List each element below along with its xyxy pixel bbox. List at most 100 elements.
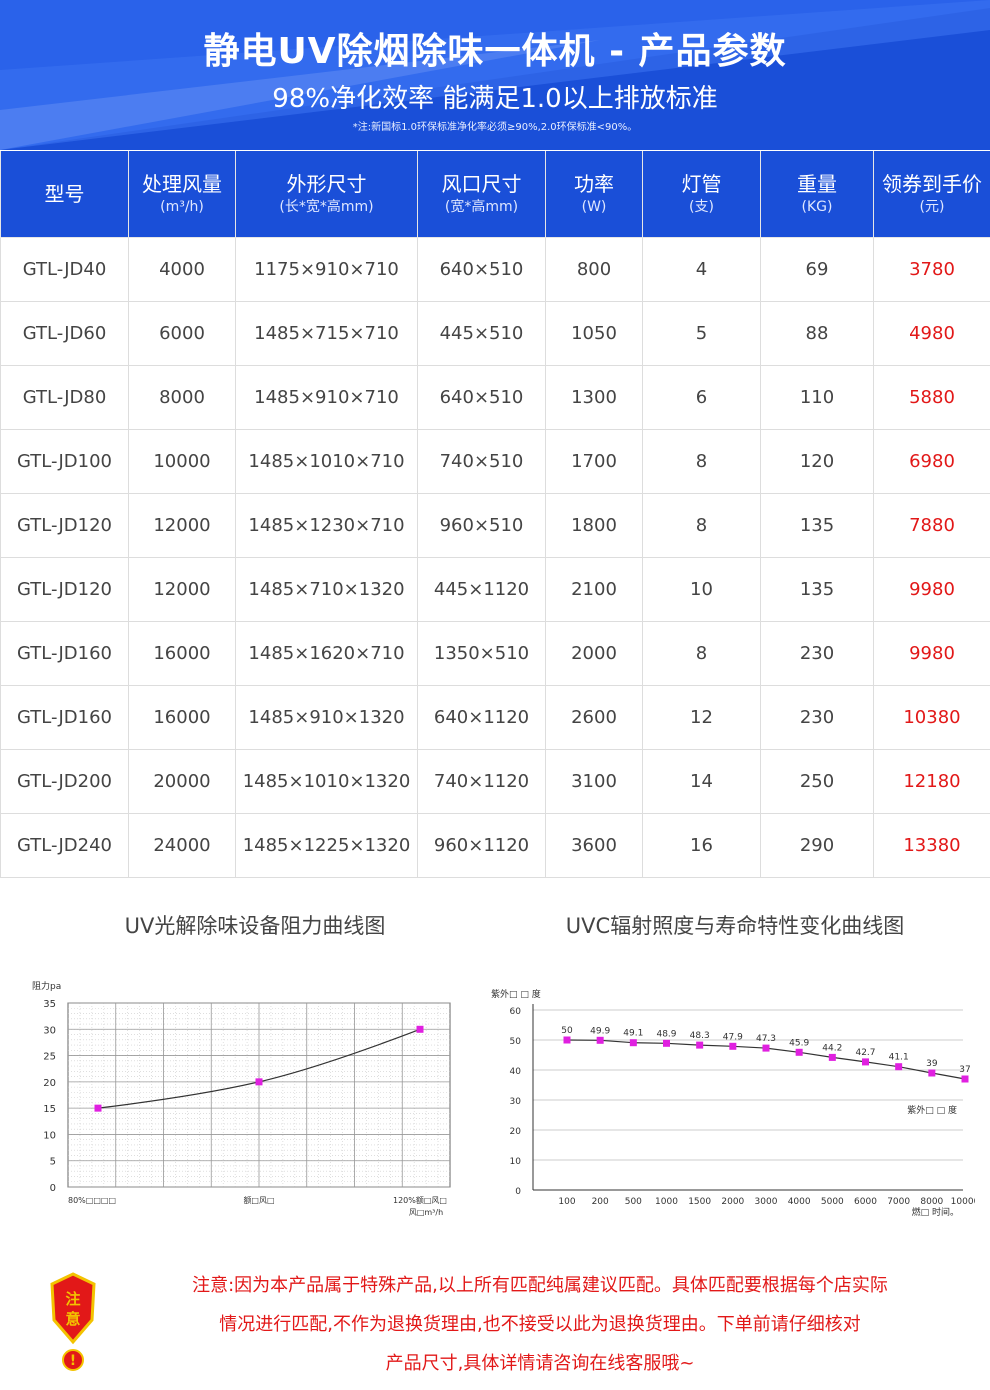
x-tick-label: 80%□□□□ (68, 1196, 116, 1205)
table-cell: 135 (760, 493, 874, 558)
price-cell: 5880 (873, 365, 990, 430)
y-tick-label: 20 (43, 1078, 56, 1089)
data-point (961, 1075, 969, 1083)
y-tick-label: 40 (510, 1067, 522, 1077)
table-row: GTL-JD60 6000 1485×715×710 445×510 1050 5 88 49… (0, 301, 990, 366)
table-row: GTL-JD200 20000 1485×1010×1320 740×1120 3100… (0, 749, 990, 814)
column-header: 重量 (KG) (760, 151, 874, 238)
table-cell: 960×510 (417, 493, 546, 558)
table-cell: 1485×1010×710 (235, 429, 418, 494)
notice-text: 注意:因为本产品属于特殊产品,以上所有匹配纯属建议匹配。具体匹配要根据每个店实际… (120, 1266, 960, 1383)
table-cell: 740×510 (417, 429, 546, 494)
table-cell: 1485×910×1320 (235, 685, 418, 750)
notice-line: 情况进行匹配,不作为退换货理由,也不接受以此为退换货理由。下单前请仔细核对 (219, 1314, 861, 1335)
x-tick-label: 200 (592, 1197, 609, 1207)
table-cell: 8000 (128, 365, 236, 430)
x-axis-unit: 风□m³/h (409, 1208, 443, 1217)
table-cell: 3600 (545, 813, 643, 878)
table-cell: 135 (760, 557, 874, 622)
x-tick-label: 7000 (887, 1197, 910, 1207)
page-title: 静电UV除烟除味一体机 - 产品参数 (203, 31, 787, 72)
y-tick-label: 10 (510, 1157, 522, 1167)
table-cell: 8 (642, 429, 761, 494)
table-cell: 230 (760, 621, 874, 686)
column-header-label: 处理风量 (142, 172, 222, 196)
table-row: GTL-JD120 12000 1485×1230×710 960×510 1800 8 1… (0, 493, 990, 558)
data-point (629, 1039, 637, 1047)
data-label: 44.2 (822, 1043, 842, 1053)
column-header-unit: (W) (581, 199, 607, 215)
column-header-label: 型号 (44, 182, 85, 206)
data-point (862, 1058, 869, 1066)
table-row: GTL-JD80 8000 1485×910×710 640×510 1300 6 110 5… (0, 365, 990, 430)
table-cell: 3100 (545, 749, 643, 814)
column-header-label: 灯管 (681, 172, 722, 196)
table-cell: 24000 (128, 813, 236, 878)
table-cell: 1485×715×710 (235, 301, 418, 366)
data-label: 50 (561, 1026, 573, 1036)
column-header: 型号 (0, 151, 129, 238)
data-point (895, 1063, 903, 1071)
table-cell: 640×510 (417, 365, 546, 430)
uvc-chart-title: UVC辐射照度与寿命特性变化曲线图 (565, 914, 905, 938)
price-cell: 10380 (873, 685, 990, 750)
y-axis-label: 阻力pa (32, 980, 61, 992)
table-cell: 1050 (545, 301, 643, 366)
x-tick-label: 1000 (655, 1197, 678, 1207)
table-cell: 290 (760, 813, 874, 878)
column-header-unit: (宽*高mm) (444, 199, 519, 215)
table-row: GTL-JD240 24000 1485×1225×1320 960×1120 3600… (0, 813, 990, 878)
warning-badge-icon: 注 意 ! (50, 1272, 96, 1371)
resistance-chart: 0 5 10 15 20 25 30 35 阻力pa 80%□□□□ 额□风□ 120%额□风□ 风□m… (32, 980, 451, 1217)
data-point (94, 1104, 102, 1112)
table-cell: 640×1120 (417, 685, 546, 750)
table-cell: 2600 (545, 685, 643, 750)
table-cell: GTL-JD80 (0, 365, 129, 430)
table-cell: 1350×510 (417, 621, 546, 686)
y-tick-label: 10 (43, 1130, 56, 1141)
table-cell: 10 (642, 557, 761, 622)
column-header-unit: (m³/h) (160, 199, 204, 215)
table-cell: 69 (760, 237, 874, 302)
table-cell: 1485×1225×1320 (235, 813, 418, 878)
notice-line: 注意:因为本产品属于特殊产品,以上所有匹配纯属建议匹配。具体匹配要根据每个店实际 (192, 1275, 888, 1296)
data-point (596, 1036, 604, 1044)
table-cell: 8 (642, 493, 761, 558)
header-diagonal-decoration (0, 0, 990, 150)
data-point (696, 1041, 704, 1049)
resistance-chart-title: UV光解除味设备阻力曲线图 (124, 914, 386, 938)
x-tick-label: 10000 (951, 1197, 975, 1207)
data-label: 47.3 (756, 1034, 776, 1044)
table-row: GTL-JD100 10000 1485×1010×710 740×510 1700 8 1… (0, 429, 990, 494)
price-cell: 4980 (873, 301, 990, 366)
table-cell: 10000 (128, 429, 236, 494)
column-header: 领券到手价 (元) (873, 151, 990, 238)
column-header-label: 重量 (797, 172, 837, 196)
table-cell: 12 (642, 685, 761, 750)
table-cell: 1485×1230×710 (235, 493, 418, 558)
table-cell: 740×1120 (417, 749, 546, 814)
y-tick-label: 35 (43, 999, 56, 1010)
table-cell: 960×1120 (417, 813, 546, 878)
table-body: GTL-JD40 4000 1175×910×710 640×510 800 4 69 378… (0, 237, 990, 878)
y-tick-label: 5 (50, 1157, 56, 1168)
table-cell: 1175×910×710 (235, 237, 418, 302)
y-axis-label: 紫外□ □ 度 (491, 988, 541, 1000)
column-header: 风口尺寸 (宽*高mm) (417, 151, 546, 238)
column-header-label: 领券到手价 (882, 172, 982, 196)
x-tick-label: 5000 (821, 1197, 844, 1207)
column-header-label: 功率 (574, 172, 614, 196)
series-label: 紫外□ □ 度 (907, 1104, 957, 1116)
y-tick-label: 30 (510, 1097, 522, 1107)
table-row: GTL-JD40 4000 1175×910×710 640×510 800 4 69 378… (0, 237, 990, 302)
notice-section: 注 意 ! 注意:因为本产品属于特殊产品,以上所有匹配纯属建议匹配。具体匹配要根… (0, 1262, 990, 1390)
x-tick-label: 100 (558, 1197, 575, 1207)
table-cell: GTL-JD100 (0, 429, 129, 494)
y-tick-label: 50 (510, 1037, 522, 1047)
column-header-unit: (长*宽*高mm) (279, 199, 374, 215)
x-tick-label: 1500 (688, 1197, 711, 1207)
x-tick-label: 4000 (788, 1197, 811, 1207)
x-tick-label: 2000 (721, 1197, 744, 1207)
data-point (762, 1044, 770, 1052)
table-cell: 120 (760, 429, 874, 494)
